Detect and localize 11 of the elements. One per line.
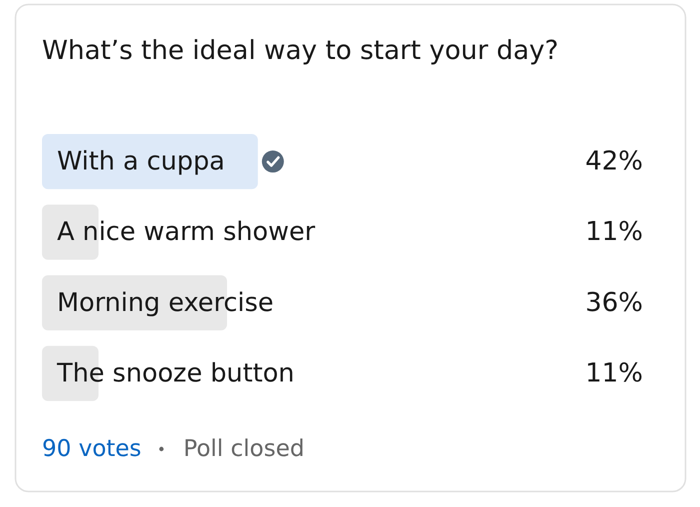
data-label: 11% — [585, 358, 643, 388]
text: Poll closed — [183, 436, 304, 462]
y-tick-label: The snooze button — [56, 358, 294, 388]
text: 90 votes — [42, 436, 142, 462]
data-label: 42% — [585, 146, 643, 177]
data-label: 36% — [585, 288, 643, 318]
y-tick-label: With a cuppa — [57, 146, 225, 177]
y-tick-label: Morning exercise — [57, 288, 274, 318]
data-label: 11% — [585, 217, 643, 248]
chart-title: What’s the ideal way to start your day? — [42, 36, 559, 66]
y-tick-label: A nice warm shower — [57, 217, 316, 248]
